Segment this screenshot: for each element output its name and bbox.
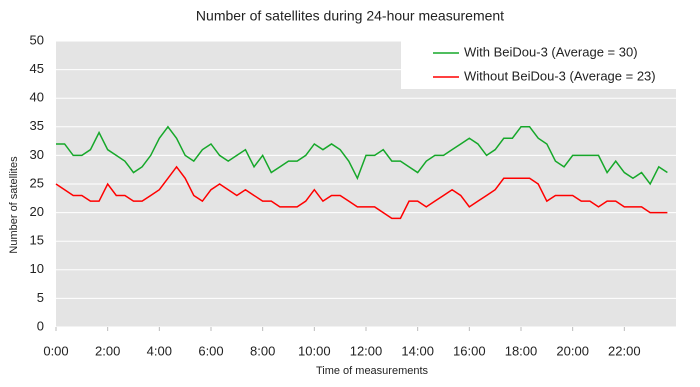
x-tick-label: 2:00 <box>95 343 120 358</box>
y-tick-label: 45 <box>30 61 44 76</box>
series-line <box>56 125 668 186</box>
x-tick-label: 8:00 <box>250 343 275 358</box>
y-tick-label: 20 <box>30 204 44 219</box>
x-tick-label: 16:00 <box>453 343 486 358</box>
series-line <box>55 165 668 220</box>
y-tick-label: 30 <box>30 147 44 162</box>
x-tick-label: 18:00 <box>505 343 538 358</box>
x-tick-label: 12:00 <box>350 343 383 358</box>
y-tick-label: 0 <box>37 318 44 333</box>
x-tick-label: 14:00 <box>401 343 434 358</box>
x-tick-label: 20:00 <box>556 343 589 358</box>
legend-box <box>401 41 676 89</box>
x-tick-label: 0:00 <box>43 343 68 358</box>
y-tick-label: 35 <box>30 118 44 133</box>
y-tick-label: 40 <box>30 90 44 105</box>
chart-title: Number of satellites during 24-hour meas… <box>196 8 504 24</box>
x-tick-label: 4:00 <box>147 343 172 358</box>
y-tick-label: 10 <box>30 261 44 276</box>
x-tick-label: 6:00 <box>198 343 223 358</box>
x-axis-label: Time of measurements <box>316 365 429 377</box>
y-tick-label: 15 <box>30 233 44 248</box>
legend-label: Without BeiDou-3 (Average = 23) <box>464 68 656 83</box>
x-tick-label: 22:00 <box>608 343 641 358</box>
y-axis-label: Number of satellites <box>8 156 20 254</box>
y-tick-label: 25 <box>30 175 44 190</box>
y-tick-label: 5 <box>37 290 44 305</box>
y-tick-label: 50 <box>30 32 44 47</box>
legend-label: With BeiDou-3 (Average = 30) <box>464 44 638 59</box>
x-tick-label: 10:00 <box>298 343 331 358</box>
